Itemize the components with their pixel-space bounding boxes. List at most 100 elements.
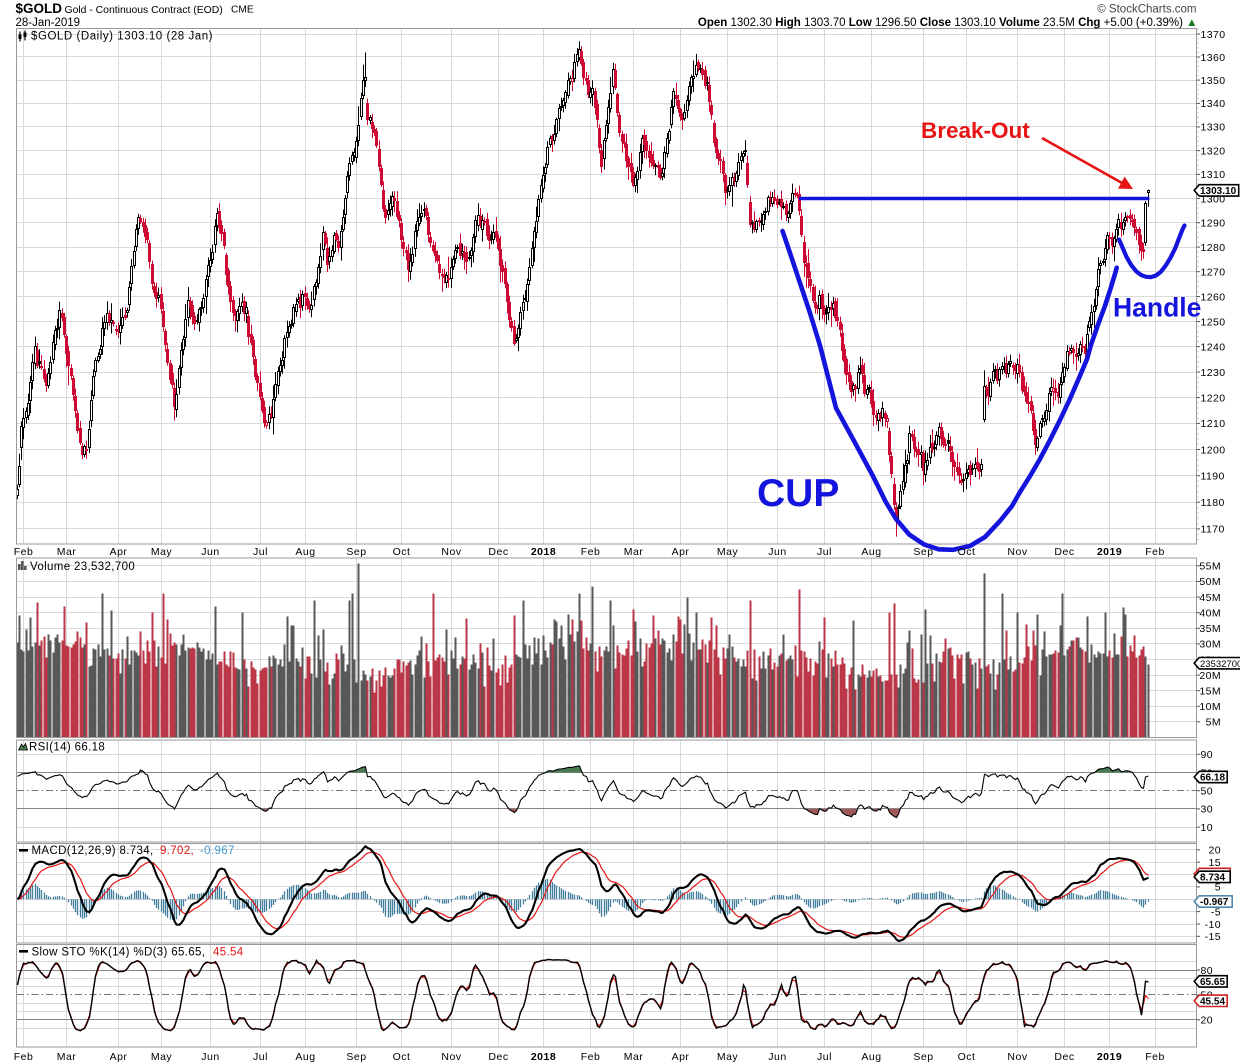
svg-text:1260: 1260 [1201, 291, 1226, 303]
svg-text:1180: 1180 [1201, 497, 1225, 509]
svg-text:Feb: Feb [581, 546, 601, 558]
svg-text:Apr: Apr [110, 1051, 128, 1063]
svg-text:Mar: Mar [624, 1051, 644, 1063]
svg-text:1210: 1210 [1201, 418, 1226, 430]
svg-text:1240: 1240 [1201, 341, 1226, 353]
svg-text:Slow STO %K(14) %D(3) 65.65,: Slow STO %K(14) %D(3) 65.65, [32, 947, 206, 959]
svg-text:1330: 1330 [1201, 122, 1226, 134]
svg-text:1270: 1270 [1201, 267, 1226, 279]
svg-text:35M: 35M [1199, 623, 1221, 635]
svg-text:Dec: Dec [488, 546, 508, 558]
svg-text:Jun: Jun [768, 1051, 786, 1063]
svg-text:RSI(14) 66.18: RSI(14) 66.18 [29, 742, 105, 754]
svg-text:Oct: Oct [393, 1051, 411, 1063]
svg-text:Nov: Nov [1007, 1051, 1027, 1063]
svg-text:Volume 23,532,700: Volume 23,532,700 [30, 561, 135, 573]
svg-text:Break-Out: Break-Out [921, 118, 1030, 143]
svg-text:1250: 1250 [1201, 316, 1226, 328]
svg-text:1303.10: 1303.10 [1200, 186, 1237, 197]
svg-text:1230: 1230 [1201, 367, 1226, 379]
svg-text:1170: 1170 [1201, 524, 1225, 536]
svg-text:Mar: Mar [57, 546, 77, 558]
svg-text:Dec: Dec [488, 1051, 508, 1063]
svg-text:May: May [717, 1051, 739, 1063]
svg-text:23532700: 23532700 [1200, 659, 1240, 670]
svg-text:-15: -15 [1205, 931, 1221, 943]
svg-text:Handle: Handle [1113, 293, 1201, 323]
svg-text:Jun: Jun [201, 1051, 219, 1063]
svg-text:Open 1302.30 High 1303.70 Low: Open 1302.30 High 1303.70 Low 1296.50 Cl… [698, 17, 1198, 29]
svg-text:20M: 20M [1199, 670, 1221, 682]
svg-text:Feb: Feb [1145, 1051, 1165, 1063]
svg-text:90: 90 [1201, 749, 1213, 761]
svg-text:Aug: Aug [295, 1051, 315, 1063]
svg-text:Apr: Apr [672, 546, 690, 558]
svg-text:65.65: 65.65 [1200, 977, 1225, 988]
svg-text:2019: 2019 [1097, 1051, 1122, 1063]
svg-text:Sep: Sep [346, 1051, 366, 1063]
svg-text:Jun: Jun [768, 546, 786, 558]
svg-text:2018: 2018 [531, 546, 556, 558]
svg-text:1280: 1280 [1201, 242, 1226, 254]
svg-text:Dec: Dec [1054, 546, 1074, 558]
svg-text:9.702,: 9.702, [160, 845, 194, 857]
svg-text:28-Jan-2019: 28-Jan-2019 [16, 17, 81, 29]
svg-text:1340: 1340 [1201, 98, 1226, 110]
svg-text:Feb: Feb [581, 1051, 601, 1063]
svg-text:Jul: Jul [817, 1051, 832, 1063]
svg-text:Sep: Sep [913, 1051, 933, 1063]
svg-text:-5: -5 [1211, 906, 1221, 918]
svg-text:Sep: Sep [346, 546, 366, 558]
svg-text:Aug: Aug [861, 1051, 881, 1063]
svg-text:1310: 1310 [1201, 169, 1226, 181]
svg-text:Aug: Aug [295, 546, 315, 558]
svg-text:45.54: 45.54 [213, 947, 244, 959]
svg-text:1320: 1320 [1201, 145, 1226, 157]
svg-text:30: 30 [1201, 804, 1213, 816]
svg-text:Aug: Aug [861, 546, 881, 558]
svg-text:$GOLD: $GOLD [16, 1, 63, 16]
svg-text:1350: 1350 [1201, 75, 1226, 87]
svg-text:45.54: 45.54 [1200, 996, 1225, 1007]
svg-text:May: May [717, 546, 739, 558]
svg-text:1370: 1370 [1201, 29, 1226, 41]
svg-text:15: 15 [1209, 857, 1221, 869]
svg-text:Nov: Nov [441, 546, 461, 558]
svg-text:20: 20 [1209, 845, 1221, 857]
svg-text:1360: 1360 [1201, 52, 1226, 64]
svg-text:8.734: 8.734 [1200, 873, 1225, 884]
svg-text:1220: 1220 [1201, 392, 1226, 404]
svg-text:Gold - Continuous Contract (EO: Gold - Continuous Contract (EOD) [65, 5, 223, 16]
svg-text:-0.967: -0.967 [200, 845, 235, 857]
svg-text:Feb: Feb [1145, 546, 1165, 558]
svg-text:Jun: Jun [201, 546, 219, 558]
svg-text:Oct: Oct [393, 546, 411, 558]
svg-text:Feb: Feb [14, 1051, 34, 1063]
svg-text:2019: 2019 [1097, 546, 1122, 558]
svg-text:80: 80 [1201, 965, 1213, 977]
svg-text:-10: -10 [1205, 919, 1221, 931]
svg-text:2018: 2018 [531, 1051, 556, 1063]
svg-text:5M: 5M [1206, 717, 1221, 729]
svg-text:15M: 15M [1199, 686, 1221, 698]
svg-text:10: 10 [1201, 822, 1213, 834]
svg-text:Jul: Jul [253, 1051, 268, 1063]
svg-text:CME: CME [231, 5, 254, 16]
svg-text:10M: 10M [1199, 701, 1221, 713]
svg-text:30M: 30M [1199, 639, 1221, 651]
svg-text:Oct: Oct [958, 546, 976, 558]
svg-text:Nov: Nov [441, 1051, 461, 1063]
svg-text:45M: 45M [1199, 592, 1221, 604]
svg-text:5: 5 [1215, 882, 1221, 894]
svg-text:Oct: Oct [958, 1051, 976, 1063]
svg-text:Mar: Mar [624, 546, 644, 558]
svg-text:50M: 50M [1199, 576, 1221, 588]
svg-text:$GOLD (Daily) 1303.10 (28 Jan): $GOLD (Daily) 1303.10 (28 Jan) [31, 31, 213, 43]
svg-text:50: 50 [1201, 786, 1213, 798]
svg-text:MACD(12,26,9) 8.734,: MACD(12,26,9) 8.734, [32, 845, 154, 857]
svg-text:Apr: Apr [110, 546, 128, 558]
svg-text:Apr: Apr [672, 1051, 690, 1063]
svg-text:1290: 1290 [1201, 218, 1226, 230]
svg-text:20: 20 [1201, 1015, 1213, 1027]
svg-text:66.18: 66.18 [1200, 773, 1225, 784]
